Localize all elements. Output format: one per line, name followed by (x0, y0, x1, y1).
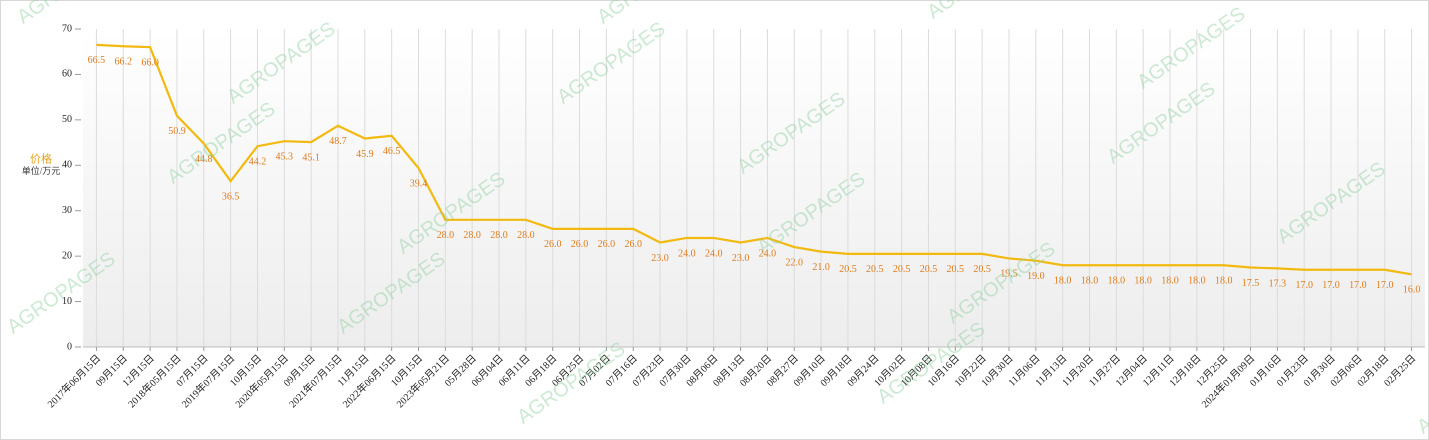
y-tick-label: 50 (62, 114, 72, 125)
data-label: 24.0 (678, 248, 696, 259)
plot-area (83, 29, 1425, 347)
data-label: 18.0 (1188, 276, 1206, 287)
data-label: 20.5 (866, 264, 884, 275)
data-label: 28.0 (463, 230, 481, 241)
y-tick-label: 60 (62, 69, 72, 80)
y-tick-label: 20 (62, 250, 72, 261)
data-label: 45.9 (356, 149, 374, 160)
y-tick-label: 30 (62, 205, 72, 216)
data-label: 18.0 (1161, 276, 1179, 287)
data-label: 44.2 (249, 157, 267, 168)
data-label: 66.2 (115, 57, 133, 68)
data-label: 50.9 (168, 126, 186, 137)
data-label: 22.0 (786, 257, 804, 268)
line (96, 43, 1412, 276)
data-label: 26.0 (624, 239, 642, 250)
data-label: 20.5 (947, 264, 965, 275)
data-label: 16.0 (1403, 285, 1421, 296)
data-label: 28.0 (437, 230, 455, 241)
data-label: 48.7 (329, 136, 347, 147)
data-label: 26.0 (598, 239, 616, 250)
data-label: 18.0 (1054, 276, 1072, 287)
data-label: 18.0 (1108, 276, 1126, 287)
data-label: 46.5 (383, 146, 401, 157)
y-axis-unit: 单位/万元 (22, 165, 61, 176)
data-label: 20.5 (893, 264, 911, 275)
data-label: 21.0 (812, 262, 830, 273)
data-label: 17.0 (1376, 280, 1394, 291)
data-label: 45.3 (276, 152, 294, 163)
data-label: 28.0 (517, 230, 535, 241)
data-label: 20.5 (973, 264, 991, 275)
y-tick-label: 10 (62, 296, 72, 307)
y-axis-label: 价格 (30, 152, 52, 166)
y-tick-label: 40 (62, 160, 72, 171)
data-label: 19.5 (1000, 269, 1018, 280)
data-label: 18.0 (1081, 276, 1099, 287)
data-label: 23.0 (732, 253, 750, 264)
data-label: 26.0 (571, 239, 589, 250)
data-label: 45.1 (302, 152, 320, 163)
data-label: 20.5 (920, 264, 938, 275)
data-label: 28.0 (490, 230, 508, 241)
data-label: 26.0 (544, 239, 562, 250)
data-label: 36.5 (222, 191, 240, 202)
data-label: 23.0 (651, 253, 669, 264)
data-label: 17.3 (1269, 279, 1287, 290)
data-label: 17.0 (1349, 280, 1367, 291)
y-tick-label: 70 (62, 23, 72, 34)
data-label: 17.0 (1322, 280, 1340, 291)
data-label: 17.0 (1295, 280, 1313, 291)
data-label: 66.0 (141, 57, 159, 68)
data-label: 17.5 (1242, 278, 1260, 289)
data-label: 20.5 (839, 264, 857, 275)
data-label: 44.8 (195, 154, 213, 165)
data-label: 18.0 (1134, 276, 1152, 287)
y-tick-label: 0 (67, 341, 72, 352)
data-label: 18.0 (1215, 276, 1233, 287)
data-label: 24.0 (759, 248, 777, 259)
data-label: 66.5 (88, 55, 106, 66)
data-label: 24.0 (705, 248, 723, 259)
data-label: 39.4 (410, 178, 428, 189)
data-label: 19.0 (1027, 271, 1045, 282)
